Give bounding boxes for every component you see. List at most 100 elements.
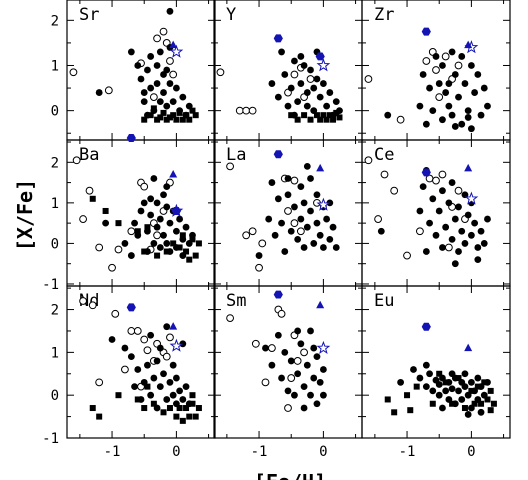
panel-y-filled-square-point [336, 114, 343, 121]
panel-la-filled-circle-point [303, 162, 311, 170]
panel-nd-open-circle-point [111, 309, 120, 318]
panel-y-filled-circle-point [313, 75, 321, 83]
panel-y-open-circle-point [248, 106, 257, 115]
panel-ce-filled-circle-point [458, 227, 466, 235]
panel-la-filled-triangle-point [316, 163, 325, 172]
panel-sm-filled-circle-point [310, 374, 318, 382]
panel-zr-filled-circle-point [484, 102, 491, 110]
panel-la-filled-circle-point [326, 235, 334, 243]
panel-ce-open-circle-point [454, 186, 463, 195]
panel-sm-filled-circle-point [300, 383, 308, 391]
panel-sr-filled-square-point [166, 114, 173, 121]
panel-ba-open-circle-point [108, 263, 116, 272]
panel-y-open-circle-point [216, 68, 225, 77]
panel-ba-filled-square-point [141, 248, 148, 255]
panel-sr-filled-square-point [189, 107, 196, 114]
panel-nd-filled-circle-point [172, 374, 180, 382]
panel-ba-filled-square-point [189, 236, 196, 243]
panel-la-filled-circle-point [323, 215, 331, 223]
panel-y-filled-circle-point [307, 66, 314, 74]
panel-eu-filled-circle-point [461, 383, 469, 391]
panel-la-filled-circle-point [297, 215, 305, 223]
panel-eu-filled-square-point [468, 387, 475, 394]
panel-eu-filled-square-point [490, 400, 497, 407]
panel-sm-open-circle-point [251, 339, 260, 348]
panel-eu-filled-square-point [481, 379, 488, 386]
panel-eu-filled-square-point [404, 392, 411, 399]
panel-sr-filled-circle-point [95, 89, 103, 96]
panel-nd-filled-square-point [176, 405, 183, 412]
panel-y-filled-circle-point [278, 48, 285, 56]
panel-y-element-label: Y [226, 5, 236, 25]
panel-nd-filled-circle-point [147, 331, 155, 339]
panel-eu-xtick-label: -1 [399, 444, 416, 460]
panel-ba-open-circle-point [79, 215, 87, 223]
panel-nd-filled-circle-point [153, 357, 161, 365]
panel-ce-element-label: Ce [374, 145, 394, 165]
panel-zr-filled-circle-point [474, 71, 482, 78]
panel-sr-filled-square-point [186, 116, 193, 123]
panel-la-filled-circle-point [313, 191, 321, 199]
panel-y-filled-circle-point [332, 98, 340, 106]
panel-nd-filled-circle-point [121, 344, 129, 352]
panel-sr-filled-circle-point [179, 93, 187, 101]
panel-y-filled-circle-point [323, 102, 331, 110]
panel-la-filled-circle-point [310, 240, 318, 247]
panel-y-filled-circle-point [326, 89, 334, 96]
panel-sr-filled-triangle-point [169, 40, 178, 49]
panel-la-filled-circle-point [307, 207, 314, 215]
panel-ba-filled-square-point [115, 220, 122, 227]
panel-ba-filled-circle-point [166, 219, 174, 227]
panel-nd-frame [66, 285, 216, 439]
panel-la-open-circle-point [290, 176, 299, 185]
panel-ba-filled-circle-point [163, 203, 171, 211]
panel-zr-filled-circle-point [426, 84, 433, 92]
panel-la-filled-circle-point [274, 195, 282, 203]
panel-ce-filled-circle-point [464, 211, 472, 219]
panel-sm-open-star-point [316, 340, 331, 354]
figure-xlabel: [Fe/H] [254, 470, 326, 480]
panel-ce-filled-circle-point [435, 207, 443, 215]
panel-zr-filled-circle-point [445, 102, 453, 110]
panel-nd-ytick-label: 1 [51, 345, 59, 361]
panel-ba-filled-hexagon-point [171, 207, 181, 215]
panel-eu-filled-square-point [391, 409, 398, 416]
panel-la-filled-circle-point [265, 215, 273, 223]
panel-ba-filled-circle-point [172, 227, 180, 235]
panel-sr-filled-circle-point [153, 62, 161, 69]
panel-sr-open-circle-point [153, 34, 161, 43]
panel-sr-filled-circle-point [166, 7, 174, 15]
panel-nd-filled-circle-point [163, 396, 171, 403]
panel-nd-filled-circle-point [127, 353, 135, 361]
panel-nd-filled-circle-point [156, 383, 164, 391]
panel-la: La [213, 139, 363, 287]
panel-la-open-circle-point [296, 227, 305, 236]
panel-sm-xtick-label: 0 [319, 444, 327, 460]
panel-nd-filled-square-point [141, 405, 148, 412]
panel-nd-open-circle-point [143, 346, 152, 355]
panel-sr-element-label: Sr [79, 5, 99, 25]
panel-ba-open-circle-point [85, 186, 94, 195]
panel-la-open-circle-point [284, 207, 292, 215]
panel-sm-filled-circle-point [310, 344, 318, 352]
panel-ce-filled-circle-point [377, 227, 385, 235]
panel-nd-filled-square-point [134, 396, 141, 403]
panel-eu-filled-circle-point [435, 391, 443, 399]
panel-sm-filled-circle-point [291, 391, 298, 399]
panel-eu-filled-circle-point [426, 370, 433, 378]
panel-ce-filled-circle-point [480, 240, 488, 247]
panel-ba-filled-circle-point [131, 219, 138, 227]
panel-sm-filled-circle-point [316, 378, 324, 386]
panel-nd-filled-circle-point [169, 361, 177, 369]
panel-eu-filled-square-point [487, 387, 494, 394]
panel-eu-filled-circle-point [410, 366, 417, 373]
panel-la-filled-circle-point [287, 227, 295, 235]
panel-sm-open-circle-point [277, 309, 286, 318]
panel-la-open-circle-point [242, 231, 251, 240]
panel-ce-filled-circle-point [461, 191, 469, 199]
panel-sr-ytick-label: 0 [51, 104, 59, 120]
panel-sr-filled-circle-point [137, 75, 145, 83]
panel-y-filled-square-point [317, 116, 324, 123]
panel-nd-filled-square-point [160, 409, 167, 416]
